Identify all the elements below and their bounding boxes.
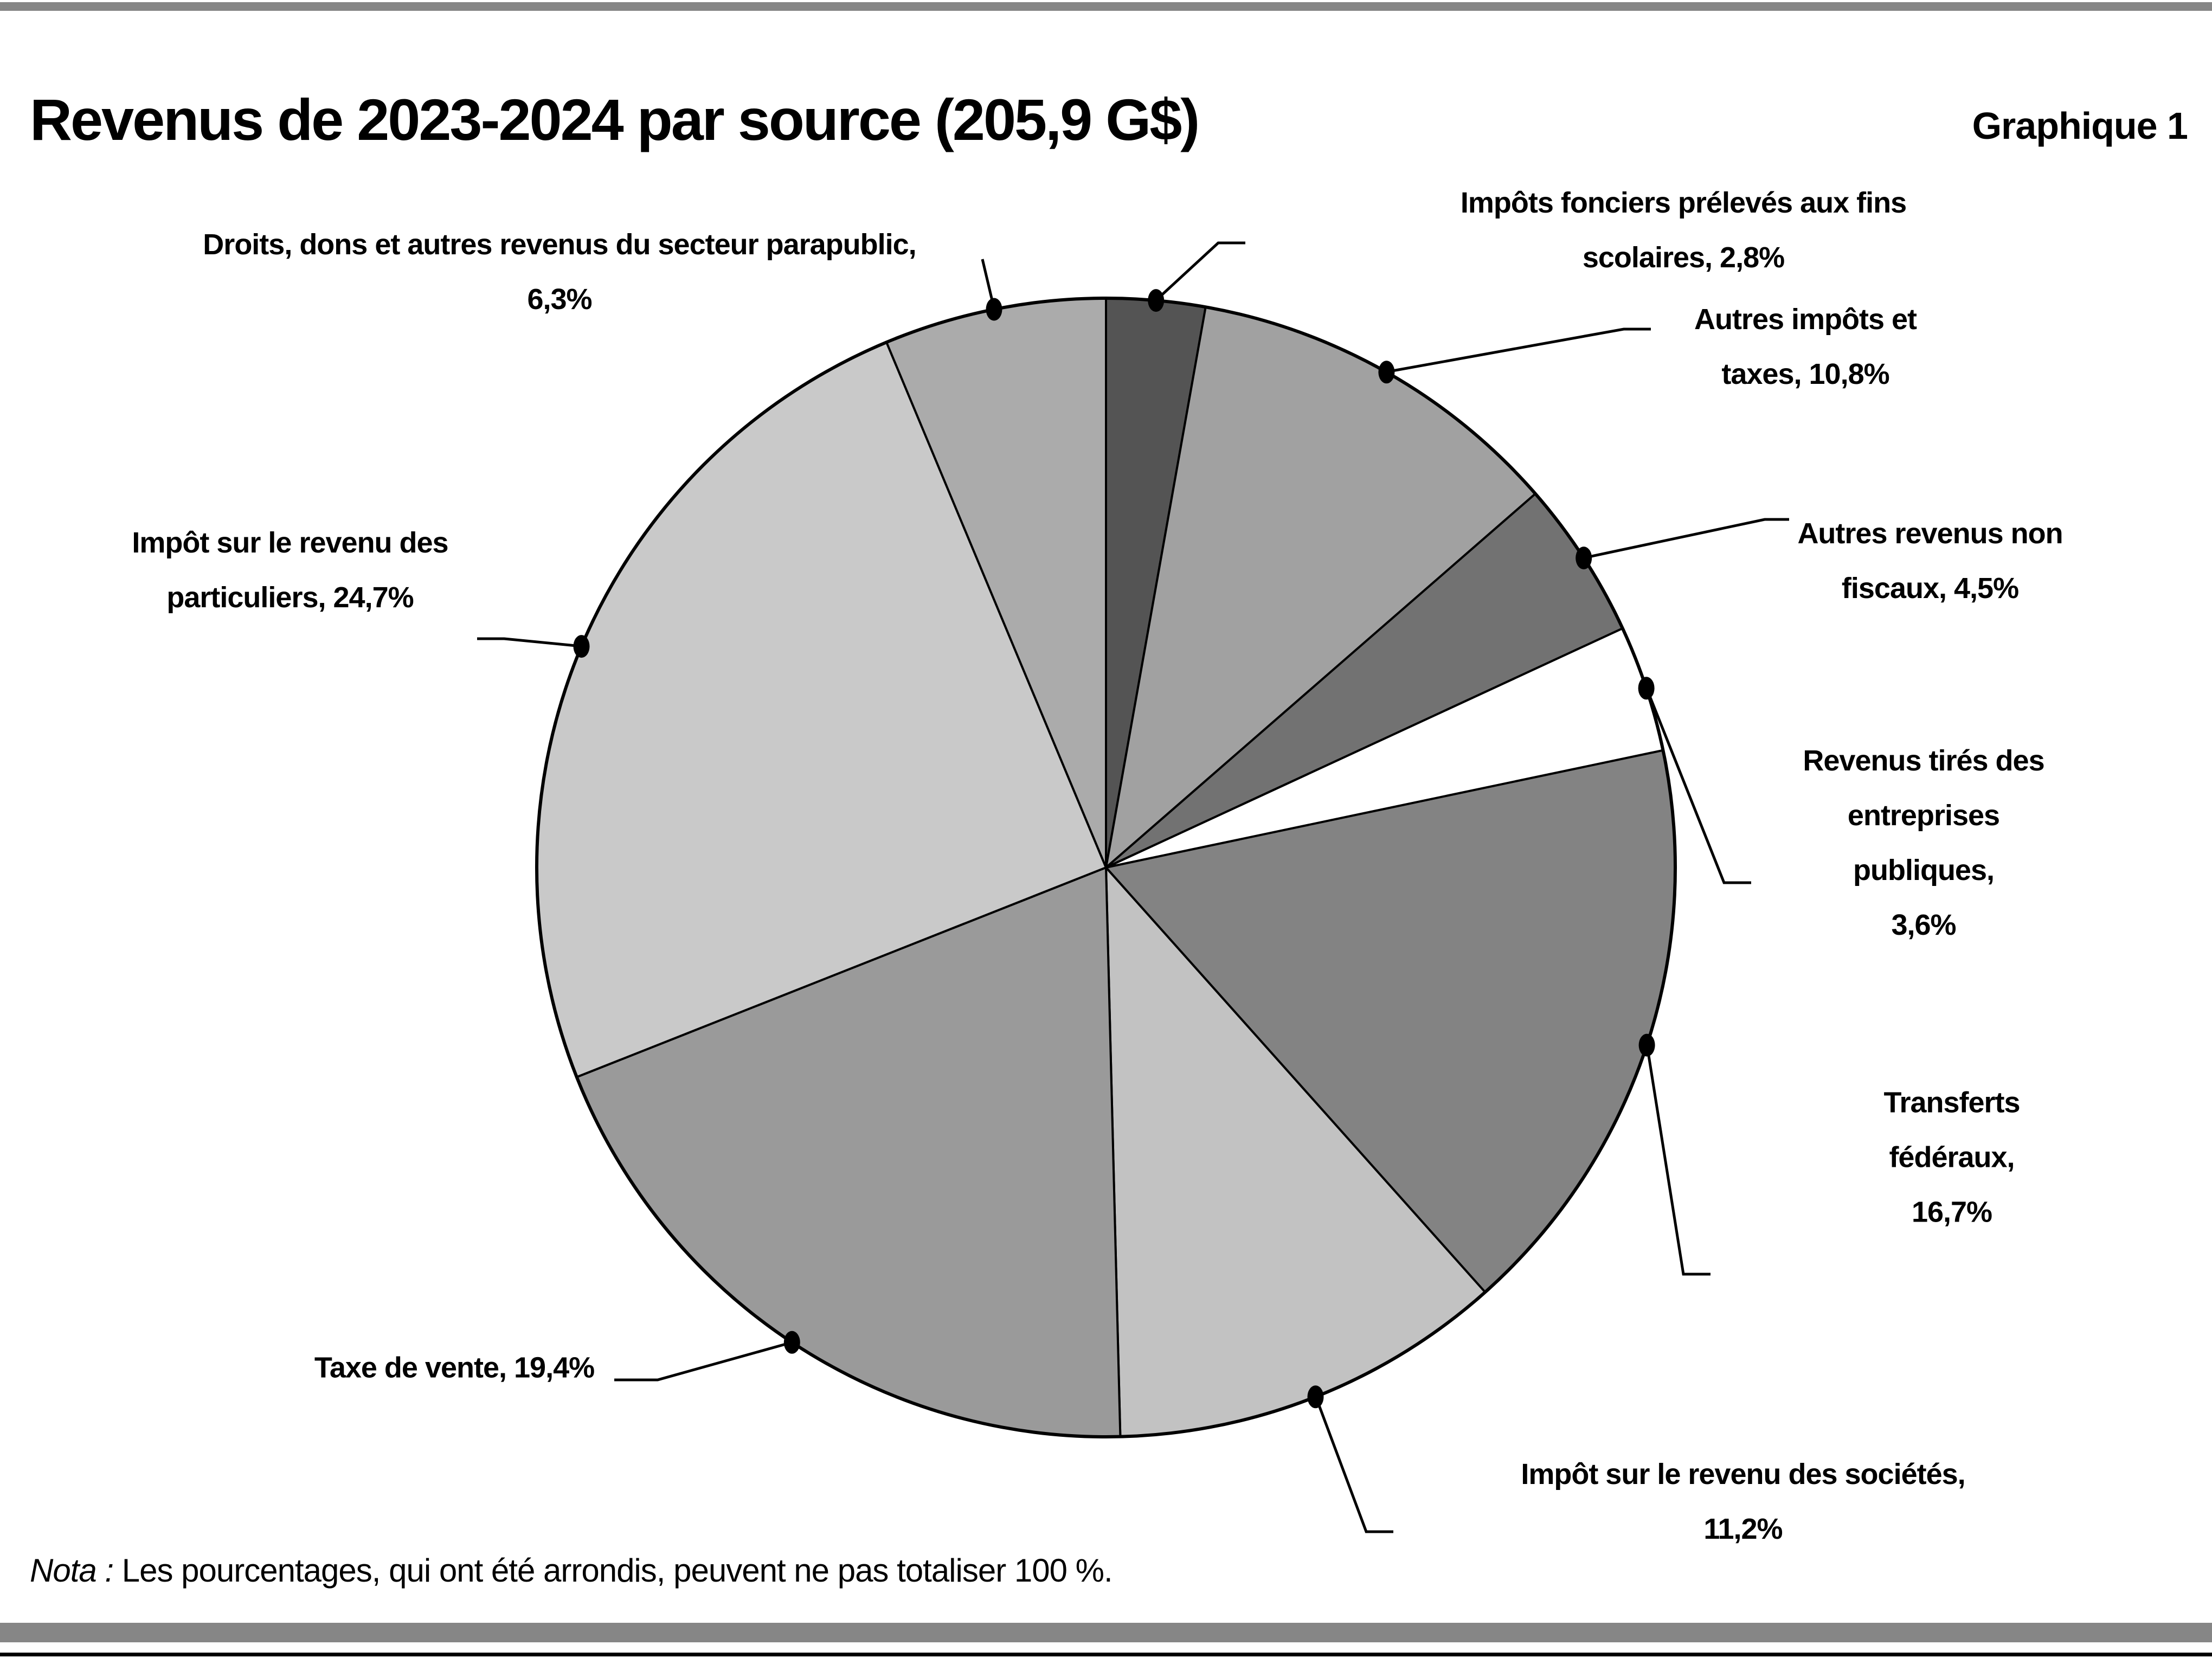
callout-transferts-federaux: Transferts fédéraux, 16,7%	[1883, 1086, 2020, 1229]
leader-dot-autres-impots-taxes	[1378, 361, 1395, 384]
callout-impot-revenu-societes: Impôt sur le revenu des sociétés, 11,2%	[1521, 1458, 1965, 1545]
leader-line-revenus-entreprises-publiques	[1645, 688, 1751, 884]
leader-line-transferts-federaux	[1645, 1045, 1711, 1276]
pie-outline	[535, 297, 1677, 1438]
leader-line-autres-revenus-non-fiscaux	[1583, 518, 1789, 560]
leader-line-impot-revenu-societes	[1314, 1396, 1393, 1533]
leader-line-autres-impots-taxes	[1386, 327, 1651, 374]
callout-impots-fonciers-scolaires: Impôts fonciers prélevés aux fins scolai…	[1460, 187, 1907, 274]
footnote-prefix: Nota :	[30, 1552, 114, 1589]
leader-dot-autres-revenus-non-fiscaux	[1576, 547, 1592, 570]
callout-taxe-de-vente: Taxe de vente, 19,4%	[314, 1351, 595, 1384]
leader-dot-impot-revenu-particuliers	[573, 635, 590, 658]
bottom-gray-rule	[0, 1623, 2212, 1642]
callout-autres-revenus-non-fiscaux: Autres revenus non fiscaux, 4,5%	[1797, 517, 2063, 605]
top-gray-rule	[0, 2, 2212, 11]
leader-dot-droits-dons-parapublic	[986, 298, 1002, 321]
callout-droits-dons-parapublic: Droits, dons et autres revenus du secteu…	[203, 228, 916, 316]
bottom-black-line	[0, 1653, 2212, 1656]
footnote-text: Les pourcentages, qui ont été arrondis, …	[121, 1552, 1113, 1589]
chart-title: Revenus de 2023-2024 par source (205,9 G…	[30, 87, 1200, 152]
leader-line-impot-revenu-particuliers	[477, 637, 582, 648]
leader-dot-impots-fonciers-scolaires	[1148, 289, 1165, 312]
callout-autres-impots-taxes: Autres impôts et taxes, 10,8%	[1694, 303, 1917, 390]
leader-dot-taxe-de-vente	[783, 1331, 800, 1354]
graphique-number-label: Graphique 1	[1972, 105, 2188, 147]
leader-line-taxe-de-vente	[614, 1341, 792, 1382]
leader-dot-revenus-entreprises-publiques	[1638, 677, 1655, 700]
callout-impot-revenu-particuliers: Impôt sur le revenu des particuliers, 24…	[132, 526, 448, 614]
callout-revenus-entreprises-publiques: Revenus tirés des entreprises publiques,…	[1803, 744, 2044, 941]
leader-dot-transferts-federaux	[1638, 1033, 1655, 1057]
footnote: Nota : Les pourcentages, qui ont été arr…	[30, 1552, 1113, 1589]
leader-dot-impot-revenu-societes	[1307, 1385, 1324, 1409]
leader-line-impots-fonciers-scolaires	[1155, 241, 1245, 301]
